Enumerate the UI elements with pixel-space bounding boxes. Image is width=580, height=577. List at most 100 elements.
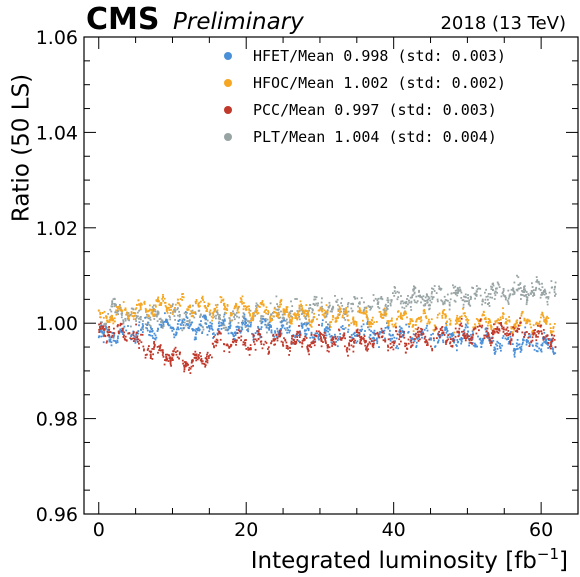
data-point bbox=[123, 308, 126, 311]
data-point bbox=[215, 314, 217, 317]
data-point bbox=[175, 351, 177, 353]
data-point bbox=[236, 315, 238, 318]
data-point bbox=[365, 348, 367, 351]
data-point bbox=[228, 326, 231, 329]
data-point bbox=[534, 289, 537, 292]
data-point bbox=[289, 350, 291, 352]
data-point bbox=[464, 335, 467, 337]
data-point bbox=[211, 312, 214, 315]
data-point bbox=[336, 345, 339, 348]
data-point bbox=[456, 339, 459, 341]
data-point bbox=[441, 300, 444, 303]
data-point bbox=[517, 284, 520, 286]
data-point bbox=[147, 321, 149, 324]
data-point bbox=[411, 344, 413, 347]
data-point bbox=[493, 330, 496, 333]
data-point bbox=[142, 320, 144, 322]
data-point bbox=[506, 299, 509, 302]
data-point bbox=[264, 340, 267, 343]
data-point bbox=[289, 347, 291, 349]
data-point bbox=[501, 315, 504, 318]
data-point bbox=[230, 312, 232, 314]
data-point bbox=[262, 303, 265, 306]
data-point bbox=[344, 327, 347, 329]
data-point bbox=[460, 315, 463, 318]
data-point bbox=[501, 327, 504, 330]
data-point bbox=[204, 322, 207, 324]
data-point bbox=[169, 363, 172, 366]
data-point bbox=[156, 320, 159, 322]
data-point bbox=[223, 350, 226, 353]
data-point bbox=[441, 332, 444, 334]
y-axis: 0.960.981.001.021.041.06 bbox=[36, 27, 578, 526]
data-point bbox=[121, 329, 123, 332]
data-point bbox=[420, 334, 423, 336]
data-point bbox=[109, 331, 112, 333]
data-point bbox=[339, 338, 342, 341]
data-point bbox=[288, 312, 290, 315]
data-point bbox=[535, 276, 538, 278]
data-point bbox=[531, 282, 533, 285]
data-point bbox=[213, 315, 216, 318]
data-point bbox=[415, 346, 418, 348]
data-point bbox=[201, 297, 203, 299]
data-point bbox=[99, 322, 102, 325]
data-point bbox=[284, 320, 287, 322]
data-point bbox=[508, 316, 510, 318]
data-point bbox=[457, 288, 460, 291]
data-point bbox=[97, 336, 100, 339]
data-point bbox=[277, 311, 280, 314]
data-point bbox=[305, 318, 307, 320]
data-point bbox=[305, 337, 308, 339]
data-point bbox=[501, 344, 503, 347]
data-point bbox=[294, 317, 297, 319]
data-point bbox=[283, 311, 286, 313]
data-point bbox=[178, 318, 181, 321]
data-point bbox=[529, 292, 532, 295]
data-point bbox=[185, 313, 187, 316]
data-point bbox=[480, 326, 483, 329]
y-tick-label: 1.04 bbox=[36, 122, 78, 144]
data-point bbox=[187, 324, 189, 326]
data-point bbox=[385, 313, 388, 316]
data-point bbox=[399, 331, 402, 334]
data-point bbox=[460, 340, 463, 343]
data-point bbox=[296, 310, 299, 312]
data-point bbox=[301, 345, 303, 348]
data-point bbox=[331, 308, 333, 311]
data-point bbox=[234, 306, 237, 309]
data-point bbox=[305, 310, 308, 313]
data-point bbox=[435, 326, 437, 329]
data-point bbox=[547, 347, 550, 349]
data-point bbox=[313, 316, 315, 318]
data-point bbox=[176, 356, 179, 359]
data-point bbox=[410, 296, 413, 299]
data-point bbox=[333, 343, 335, 346]
data-point bbox=[366, 320, 369, 323]
data-point bbox=[250, 320, 252, 322]
data-point bbox=[226, 329, 229, 332]
data-point bbox=[502, 331, 505, 333]
data-point bbox=[261, 300, 264, 302]
data-point bbox=[175, 328, 178, 331]
data-point bbox=[341, 314, 344, 317]
data-point bbox=[182, 293, 184, 295]
data-point bbox=[526, 296, 529, 299]
data-point bbox=[323, 331, 326, 334]
data-point bbox=[120, 309, 123, 312]
data-point bbox=[220, 301, 222, 304]
data-point bbox=[181, 329, 184, 332]
data-point bbox=[507, 342, 510, 345]
data-point bbox=[511, 334, 514, 337]
data-point bbox=[305, 324, 308, 327]
data-point bbox=[132, 308, 135, 311]
data-point bbox=[318, 330, 320, 333]
legend-entry: HFOC/Mean 1.002 (std: 0.002) bbox=[253, 74, 506, 92]
data-point bbox=[262, 318, 264, 320]
data-point bbox=[181, 299, 184, 301]
data-point bbox=[378, 332, 381, 335]
data-point bbox=[180, 327, 182, 330]
data-point bbox=[398, 325, 401, 328]
data-point bbox=[347, 302, 350, 304]
data-point bbox=[157, 297, 159, 300]
